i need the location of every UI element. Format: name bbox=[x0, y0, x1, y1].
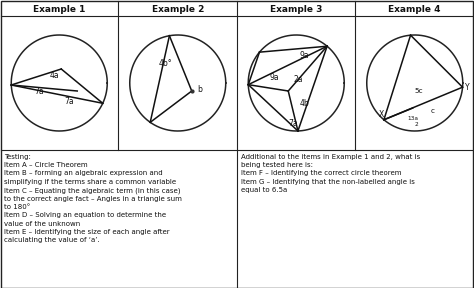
Text: 7a: 7a bbox=[35, 86, 44, 96]
Text: Testing:
Item A – Circle Theorem
Item B – forming an algebraic expression and
si: Testing: Item A – Circle Theorem Item B … bbox=[4, 154, 182, 243]
Text: 2: 2 bbox=[415, 122, 419, 128]
Text: 7a: 7a bbox=[289, 118, 298, 128]
Text: 9a: 9a bbox=[300, 50, 309, 60]
Text: c: c bbox=[431, 108, 435, 114]
Text: 4b: 4b bbox=[300, 98, 309, 107]
Text: 13a: 13a bbox=[407, 117, 418, 122]
Text: Example 3: Example 3 bbox=[270, 5, 322, 14]
Text: 4b°: 4b° bbox=[159, 58, 173, 67]
Text: 5c: 5c bbox=[414, 88, 423, 94]
Text: b: b bbox=[197, 84, 202, 94]
Text: Y: Y bbox=[465, 83, 470, 92]
Text: Example 2: Example 2 bbox=[152, 5, 204, 14]
Text: 9a: 9a bbox=[269, 73, 279, 82]
Text: Example 1: Example 1 bbox=[33, 5, 85, 14]
Text: Example 4: Example 4 bbox=[389, 5, 441, 14]
Text: 7a: 7a bbox=[64, 96, 74, 105]
Text: 4a: 4a bbox=[49, 71, 59, 81]
Text: X: X bbox=[378, 110, 383, 119]
Text: 2a: 2a bbox=[293, 75, 303, 84]
Text: Additional to the items in Example 1 and 2, what is
being tested here is:
Item F: Additional to the items in Example 1 and… bbox=[241, 154, 420, 193]
